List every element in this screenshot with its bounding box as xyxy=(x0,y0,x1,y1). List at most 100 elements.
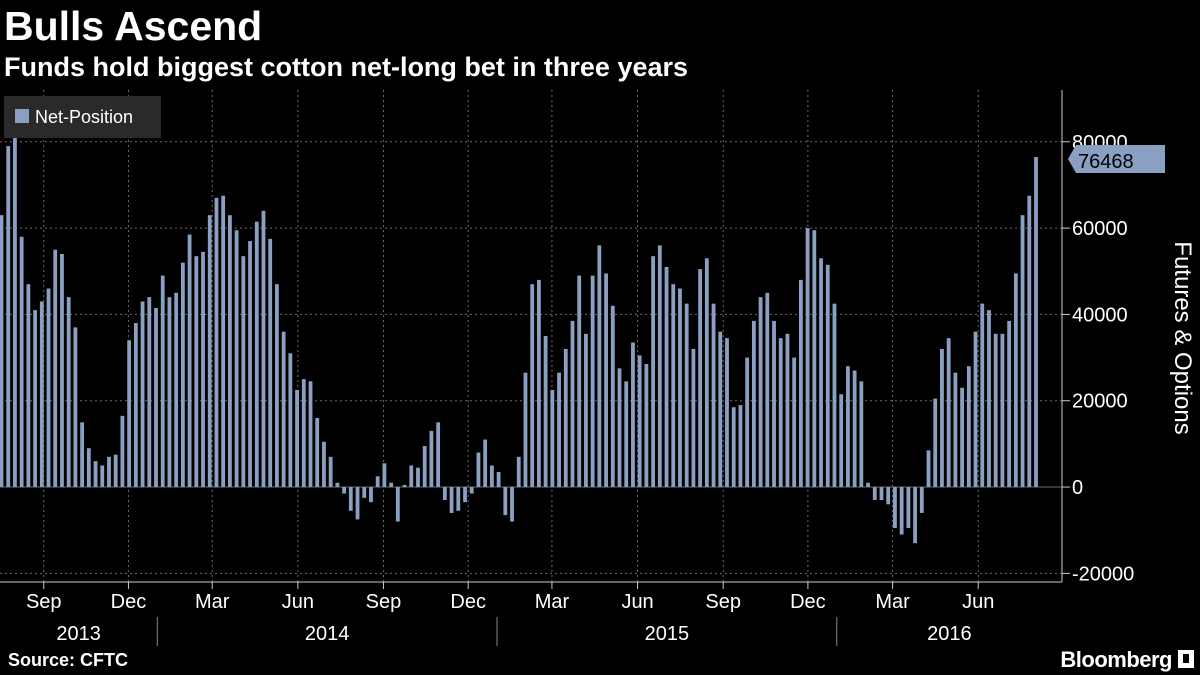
bar xyxy=(772,320,776,488)
bar xyxy=(718,331,723,488)
y-tick-label: 20000 xyxy=(1072,391,1128,413)
bar xyxy=(725,338,729,488)
bar xyxy=(174,292,179,488)
legend-swatch xyxy=(15,109,29,123)
bar xyxy=(550,389,555,488)
bar xyxy=(953,372,958,488)
bar xyxy=(893,487,897,529)
bar xyxy=(328,456,333,488)
bar xyxy=(194,256,199,488)
y-tick-label: 60000 xyxy=(1072,218,1128,240)
bar xyxy=(66,297,71,488)
bar xyxy=(456,487,461,511)
bar xyxy=(228,215,232,488)
bar xyxy=(248,241,252,488)
bar xyxy=(839,394,844,488)
bar xyxy=(422,446,427,488)
bar xyxy=(523,372,528,488)
bar xyxy=(711,303,716,488)
bar xyxy=(355,487,360,520)
bar xyxy=(268,238,273,488)
bar xyxy=(375,476,380,488)
bar xyxy=(631,342,635,488)
bar xyxy=(154,307,158,488)
bar xyxy=(530,284,535,488)
bar xyxy=(214,197,219,488)
bar xyxy=(617,368,622,488)
x-tick-label: Sep xyxy=(26,591,62,613)
bar xyxy=(429,430,434,488)
bar xyxy=(872,487,877,500)
bar-series xyxy=(0,133,1038,544)
bar xyxy=(409,465,414,488)
bar xyxy=(476,452,481,488)
bar xyxy=(852,370,857,488)
bar xyxy=(53,249,58,488)
bar xyxy=(483,439,488,488)
bar xyxy=(207,215,212,488)
bar xyxy=(1020,215,1025,488)
bar xyxy=(866,482,870,488)
bar xyxy=(570,320,575,488)
bar xyxy=(26,284,31,488)
bar xyxy=(86,448,91,488)
chart-title: Bulls Ascend xyxy=(4,3,263,49)
bar xyxy=(107,456,111,488)
bar xyxy=(698,269,703,488)
bar xyxy=(449,487,454,513)
bar xyxy=(980,303,985,488)
bar xyxy=(778,338,783,488)
x-tick-label: Jun xyxy=(621,591,653,613)
x-tick-label: Dec xyxy=(450,591,486,613)
y-axis-label: Futures & Options xyxy=(1169,241,1196,434)
bar xyxy=(987,310,991,488)
y-tick-label: 0 xyxy=(1072,477,1083,499)
last-value-callout: 76468 xyxy=(1068,145,1165,173)
bar xyxy=(805,228,810,488)
bar xyxy=(684,303,689,488)
bar xyxy=(489,465,494,488)
x-tick-label: Mar xyxy=(875,591,910,613)
bar xyxy=(1007,320,1012,488)
bar xyxy=(940,348,944,488)
bar xyxy=(93,461,98,488)
x-tick-label: Mar xyxy=(195,591,230,613)
bar xyxy=(308,381,313,488)
x-tick-label: Jun xyxy=(282,591,314,613)
bar xyxy=(798,279,803,488)
bar xyxy=(369,487,373,503)
bar xyxy=(664,266,669,488)
year-label: 2014 xyxy=(305,623,350,645)
bar xyxy=(288,353,293,488)
bar xyxy=(604,273,608,488)
chart-subtitle: Funds hold biggest cotton net-long bet i… xyxy=(4,52,689,82)
bar xyxy=(785,333,790,488)
bar xyxy=(402,484,407,488)
bar xyxy=(584,333,588,488)
bloomberg-logo: Bloomberg xyxy=(1060,647,1172,672)
bar xyxy=(120,415,125,488)
bar xyxy=(644,364,649,488)
bar xyxy=(167,297,172,488)
bar xyxy=(577,275,582,488)
y-tick-label: -20000 xyxy=(1072,563,1134,585)
bar xyxy=(926,450,931,488)
source-note: Source: CFTC xyxy=(8,650,129,670)
bar xyxy=(73,327,78,488)
bar xyxy=(315,418,320,488)
bar xyxy=(812,230,817,488)
x-tick-label: Dec xyxy=(790,591,826,613)
x-tick-label: Jun xyxy=(962,591,994,613)
bar xyxy=(389,482,394,488)
year-label: 2016 xyxy=(927,623,972,645)
x-tick-label: Mar xyxy=(535,591,570,613)
bar xyxy=(295,389,299,488)
year-label: 2015 xyxy=(645,623,690,645)
bar xyxy=(442,487,447,500)
bar xyxy=(946,338,951,488)
bar xyxy=(382,463,387,488)
bar xyxy=(510,487,514,522)
grid-lines xyxy=(0,90,1062,582)
bar xyxy=(1013,273,1018,488)
